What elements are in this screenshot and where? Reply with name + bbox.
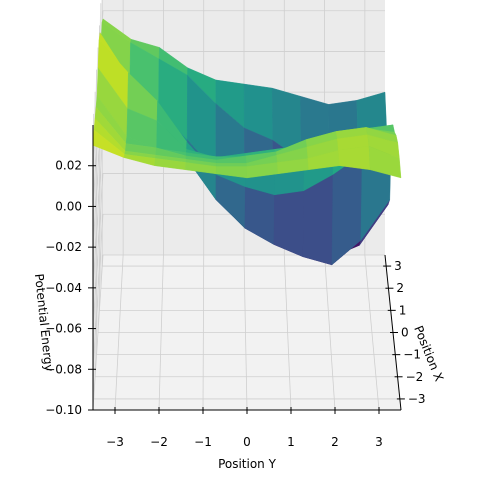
surface-facet — [215, 163, 247, 167]
y-tick-label: −1 — [194, 435, 212, 449]
x-tick-label: −1 — [403, 348, 421, 362]
z-tick-label: −0.02 — [45, 240, 82, 254]
z-tick-label: −0.04 — [45, 281, 82, 295]
z-tick-label: 0.02 — [55, 159, 82, 173]
x-tick-label: 1 — [399, 303, 407, 317]
z-tick-label: −0.10 — [45, 403, 82, 417]
grid-line-z — [92, 254, 385, 411]
y-tick-label: 2 — [331, 435, 339, 449]
z-tick-label: −0.08 — [45, 362, 82, 376]
tick-labels: −3 −2 −1 0 1 2 3 −3 −2 −1 0 1 2 3 0.02 0.00 −0.02 −0.04 −0… — [45, 159, 425, 449]
y-tick-label: 3 — [375, 435, 383, 449]
surface-facet — [338, 145, 371, 170]
x-tick-label: 3 — [394, 259, 402, 273]
x-tick-label: 0 — [401, 326, 409, 340]
x-tick-label: 2 — [396, 281, 404, 295]
surface-mesh — [92, 18, 402, 266]
y-tick-label: 0 — [243, 435, 251, 449]
x-tick-label: −3 — [408, 392, 426, 406]
surface-facet — [368, 145, 402, 179]
z-tick-label: 0.00 — [55, 199, 82, 213]
y-tick-label: −2 — [150, 435, 168, 449]
y-axis-label: Position Y — [218, 457, 277, 471]
x-tick-label: −2 — [406, 370, 424, 384]
y-tick-label: −3 — [106, 435, 124, 449]
z-tick-label: −0.06 — [45, 322, 82, 336]
y-tick-label: 1 — [287, 435, 295, 449]
